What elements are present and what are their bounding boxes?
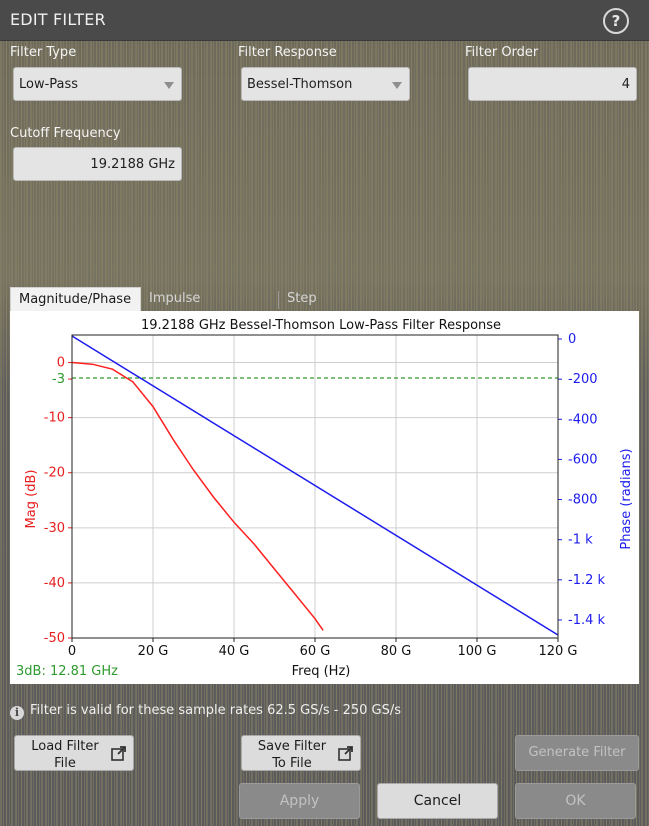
y-right-tick-label: -200: [568, 372, 598, 387]
question-circle-icon[interactable]: ?: [603, 8, 629, 34]
y-right-tick-label: 0: [568, 332, 576, 347]
load-filter-line1: Load Filter: [31, 739, 99, 754]
y-right-tick-label: -1.4 k: [568, 613, 605, 628]
load-filter-file-text: Load Filter File: [15, 738, 115, 772]
save-filter-file-button[interactable]: Save Filter To File: [241, 735, 361, 771]
grid: [72, 335, 559, 638]
y-left-axis-label: Mag (dB): [24, 470, 39, 529]
tab-magnitude-phase[interactable]: Magnitude/Phase: [10, 287, 141, 311]
cutoff-frequency-input[interactable]: 19.2188 GHz: [13, 147, 182, 181]
filter-type-select[interactable]: Low-Pass: [13, 67, 182, 101]
x-tick-label: 20 G: [138, 644, 169, 659]
x-tick-label: 100 G: [457, 644, 496, 659]
x-tick-label: 0: [68, 644, 76, 659]
phase-series-line: [71, 335, 559, 636]
x-axis-label: Freq (Hz): [292, 664, 351, 679]
y-left-tick-label: 0: [57, 356, 65, 371]
filter-order-input[interactable]: 4: [468, 67, 637, 101]
filter-response-value: Bessel-Thomson: [247, 77, 353, 92]
y-left-tick-label: -3: [52, 372, 65, 387]
threshold-3db-label: 3dB: 12.81 GHz: [16, 664, 118, 679]
save-filter-line2: To File: [272, 756, 312, 771]
plot-frame: [71, 334, 559, 639]
x-tick-label: 60 G: [300, 644, 331, 659]
cancel-button[interactable]: Cancel: [377, 783, 498, 819]
tab-impulse-response[interactable]: Impulse Response: [149, 291, 211, 330]
y-right-tick-label: -800: [568, 493, 598, 508]
ok-button[interactable]: OK: [515, 783, 636, 819]
y-right-tick-label: -1 k: [568, 533, 593, 548]
filter-response-select[interactable]: Bessel-Thomson: [241, 67, 410, 101]
y-left-tick-label: -20: [44, 466, 65, 481]
filter-type-value: Low-Pass: [19, 77, 79, 92]
chevron-down-icon: [164, 82, 174, 89]
chart-title: 19.2188 GHz Bessel-Thomson Low-Pass Filt…: [141, 318, 501, 333]
filter-order-label: Filter Order: [465, 45, 539, 60]
title-bar: EDIT FILTER ?: [0, 0, 649, 41]
y-left-tick-label: -40: [44, 576, 65, 591]
x-tick-label: 80 G: [381, 644, 412, 659]
y-left-tick-label: -50: [44, 631, 65, 646]
y-left-tick-label: -30: [44, 521, 65, 536]
info-icon: i: [10, 706, 24, 720]
load-filter-file-button[interactable]: Load Filter File: [14, 735, 134, 771]
series: [71, 335, 559, 636]
axes: 0 20 G 40 G 60 G 80 G 100 G 120 G0-3-10-20-30-…: [44, 332, 606, 659]
x-tick-label: 120 G: [538, 644, 577, 659]
save-filter-line1: Save Filter: [257, 739, 327, 754]
filter-response-label: Filter Response: [238, 45, 337, 60]
magnitude-series-line: [71, 361, 324, 631]
chevron-down-icon: [392, 82, 402, 89]
generate-filter-button[interactable]: Generate Filter: [515, 735, 639, 771]
y-right-tick-label: -400: [568, 412, 598, 427]
apply-button[interactable]: Apply: [239, 783, 360, 819]
info-text: Filter is valid for these sample rates 6…: [30, 703, 402, 718]
magnitude-phase-plot: 0 20 G 40 G 60 G 80 G 100 G 120 G 0 -3 -10 -20 -30-…: [10, 311, 639, 684]
filter-response-chart: 0 20 G 40 G 60 G 80 G 100 G 120 G0-3-10-20-30-…: [16, 318, 634, 679]
y-right-axis-label: Phase (radians): [619, 448, 634, 549]
filter-type-label: Filter Type: [10, 45, 77, 60]
save-filter-file-text: Save Filter To File: [242, 738, 342, 772]
load-filter-line2: File: [54, 756, 76, 771]
dialog-title: EDIT FILTER: [10, 10, 106, 29]
sample-rate-info: i Filter is valid for these sample rates …: [10, 703, 401, 720]
tab-divider: [278, 291, 279, 309]
cutoff-frequency-label: Cutoff Frequency: [10, 126, 121, 141]
tab-step-response[interactable]: Step Response: [287, 291, 349, 330]
external-link-icon: [111, 746, 126, 761]
y-left-tick-label: -10: [44, 411, 65, 426]
y-right-tick-label: -600: [568, 452, 598, 467]
external-link-icon: [338, 746, 353, 761]
y-right-tick-label: -1.2 k: [568, 573, 605, 588]
x-tick-label: 40 G: [219, 644, 250, 659]
